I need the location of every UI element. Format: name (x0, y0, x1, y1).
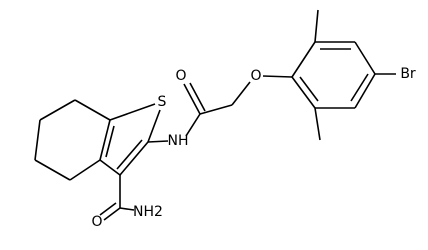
atom-label: O (91, 214, 102, 230)
atom-label: NH (168, 133, 189, 149)
atom-label: O (175, 68, 186, 84)
atom-label: S (158, 94, 167, 110)
atom-label: Br (400, 66, 416, 82)
atom-label: O (250, 68, 261, 84)
bonds (34, 9, 396, 221)
atom-label: NH2 (133, 204, 163, 220)
